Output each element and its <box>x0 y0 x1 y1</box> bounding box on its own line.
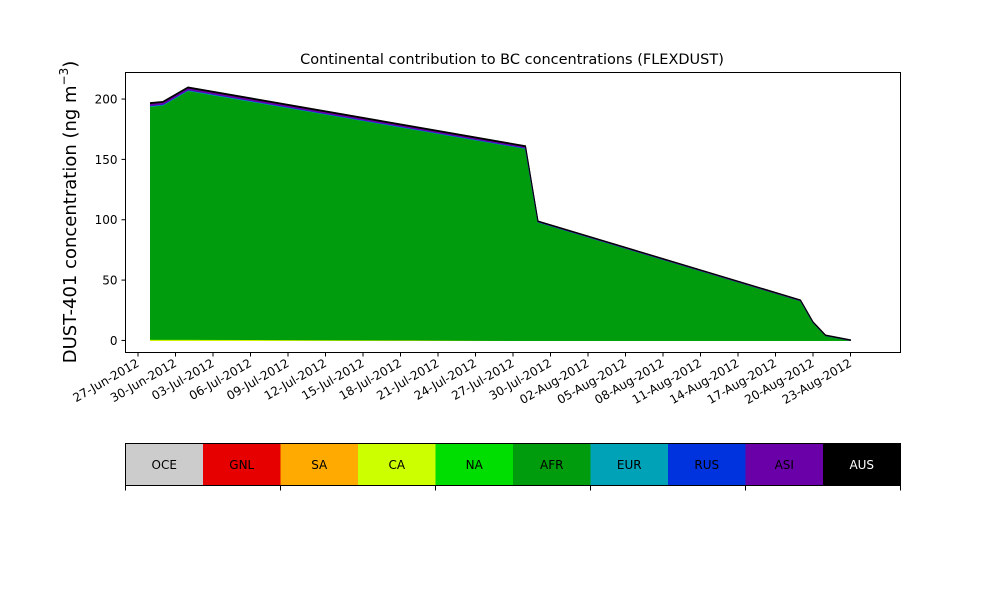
legend-label-oce: OCE <box>152 458 177 472</box>
area-aus <box>150 86 851 341</box>
x-axis: 27-Jun-201230-Jun-201203-Jul-201206-Jul-… <box>71 352 854 407</box>
legend-label-afr: AFR <box>540 458 563 472</box>
legend-label-ca: CA <box>388 458 405 472</box>
stacked-areas <box>150 86 851 342</box>
legend-swatch-afr <box>513 443 591 486</box>
legend-label-asi: ASI <box>775 458 794 472</box>
legend-label-eur: EUR <box>617 458 642 472</box>
y-axis-label-superscript: −3 <box>57 68 71 86</box>
y-axis-label-close: ) <box>60 61 81 68</box>
y-axis: 0 50 100 150 200 <box>95 93 126 348</box>
y-tick-label: 150 <box>95 153 118 167</box>
legend-swatch-aus <box>823 443 901 486</box>
legend-label-rus: RUS <box>694 458 719 472</box>
legend-swatch-na <box>435 443 513 486</box>
legend-swatch-oce <box>125 443 203 486</box>
legend-swatch-eur <box>590 443 668 486</box>
legend-swatch-sa <box>280 443 358 486</box>
y-tick-label: 100 <box>95 213 118 227</box>
legend-frame <box>125 443 901 486</box>
plot-frame <box>125 72 901 353</box>
legend-label-aus: AUS <box>849 458 874 472</box>
y-axis-label-main: DUST-401 concentration (ng m <box>60 85 81 363</box>
y-tick-label: 200 <box>95 93 118 107</box>
chart-title: Continental contribution to BC concentra… <box>300 52 724 68</box>
legend-label-na: NA <box>466 458 484 472</box>
y-axis-label: DUST-401 concentration (ng m−3) <box>57 61 81 364</box>
legend-swatch-rus <box>668 443 746 486</box>
legend-swatch-ca <box>358 443 436 486</box>
y-tick-label: 0 <box>110 334 118 348</box>
area-afr <box>150 90 851 341</box>
legend-swatch-asi <box>745 443 823 486</box>
legend-label-sa: SA <box>311 458 328 472</box>
legend-label-gnl: GNL <box>229 458 254 472</box>
legend-swatch-gnl <box>203 443 281 486</box>
y-tick-label: 50 <box>102 274 117 288</box>
legend-colorbar: OCE GNL SA CA NA AFR EUR RUS ASI AUS <box>125 443 901 491</box>
